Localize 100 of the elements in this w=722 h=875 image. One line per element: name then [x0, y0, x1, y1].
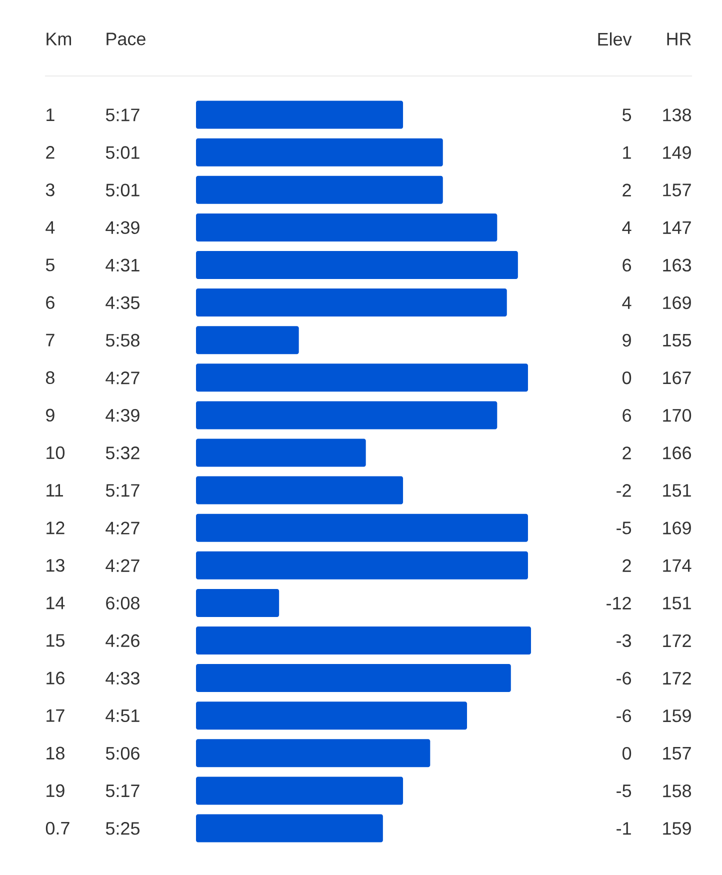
y-tick-label: 13 [46, 559, 64, 572]
text: 5:17 [106, 108, 140, 122]
data-label: 157 [663, 184, 691, 196]
data-label: 149 [663, 146, 691, 159]
data-label: 158 [663, 784, 692, 798]
text: 4:27 [106, 372, 140, 384]
text: 5:01 [106, 146, 140, 159]
data-label: 172 [663, 672, 691, 685]
data-label: -6 [616, 709, 632, 722]
y-tick-label: 14 [46, 596, 65, 610]
data-label: 170 [663, 408, 692, 422]
data-label: 147 [663, 221, 691, 234]
bar [196, 664, 511, 692]
bar [196, 326, 299, 354]
data-label: 167 [663, 371, 691, 384]
bar [196, 551, 528, 580]
y-tick-label: 19 [46, 784, 64, 798]
data-label: 1 [623, 146, 631, 159]
data-label: 2 [622, 184, 631, 196]
data-label: 0 [622, 746, 632, 760]
y-tick-label: 11 [46, 484, 63, 496]
data-label: -1 [616, 822, 631, 835]
data-label: 151 [663, 596, 691, 610]
y-tick-label: 18 [46, 746, 64, 760]
bar [196, 588, 280, 617]
bar [196, 401, 498, 430]
data-label: 174 [663, 559, 692, 572]
bar [196, 250, 518, 279]
text: 5:32 [106, 446, 140, 460]
y-tick-label: 17 [46, 709, 64, 722]
data-label: 4 [622, 221, 632, 234]
text: 5:58 [106, 334, 140, 347]
y-tick-label: 8 [46, 371, 54, 384]
data-label: 172 [663, 634, 691, 647]
y-axis-title: Km [46, 32, 72, 46]
bar [196, 702, 468, 730]
data-label: 159 [663, 822, 691, 835]
text: 5:06 [106, 746, 140, 760]
text: Elev [598, 32, 632, 46]
text: 4:31 [106, 258, 140, 272]
data-label: 159 [663, 709, 691, 722]
y-tick-label: 3 [46, 184, 54, 196]
bar [196, 213, 498, 242]
data-label: 169 [663, 296, 691, 310]
text: Pace [106, 32, 146, 46]
data-label: 0 [622, 371, 632, 384]
data-label: -5 [616, 784, 632, 798]
text: 4:39 [106, 221, 140, 234]
y-tick-label: 0.7 [46, 822, 70, 835]
bar [196, 288, 507, 317]
data-label: -2 [616, 484, 631, 497]
y-tick-label: 2 [46, 146, 54, 159]
data-label: 6 [622, 408, 632, 422]
bar [196, 514, 528, 542]
text: HR [667, 32, 691, 46]
y-tick-label: 10 [46, 446, 65, 460]
bar [196, 438, 366, 467]
bar [196, 739, 430, 768]
data-label: 166 [663, 446, 691, 460]
data-label: 163 [663, 258, 691, 272]
data-label: 157 [663, 747, 691, 760]
text: 4:51 [106, 709, 140, 722]
data-label: 151 [663, 484, 691, 497]
y-tick-label: 6 [46, 296, 54, 309]
text: 5:17 [106, 784, 140, 798]
data-label: -5 [616, 522, 632, 534]
data-label: 155 [663, 334, 692, 347]
y-tick-label: 16 [46, 672, 64, 684]
text: 5:25 [106, 822, 140, 835]
bar [196, 626, 531, 654]
data-label: 5 [622, 108, 632, 122]
data-label: -3 [616, 634, 632, 648]
data-label: 138 [663, 108, 692, 122]
text: 4:27 [106, 522, 140, 534]
bar [196, 814, 383, 842]
y-tick-label: 4 [46, 221, 55, 234]
bar [196, 476, 404, 504]
text: 5:01 [106, 184, 140, 196]
data-label: 2 [622, 559, 631, 572]
text: 4:26 [106, 634, 140, 648]
y-tick-label: 7 [46, 334, 54, 346]
y-tick-label: 12 [46, 522, 64, 534]
data-label: -6 [616, 672, 632, 685]
y-tick-label: 5 [46, 258, 54, 272]
data-label: 2 [622, 446, 631, 460]
text: 6:08 [106, 596, 140, 610]
bar [196, 176, 443, 204]
text: 4:39 [106, 408, 140, 422]
bar [196, 776, 404, 805]
data-label: 9 [622, 334, 631, 347]
y-tick-label: 1 [46, 108, 54, 121]
data-label: 169 [663, 522, 691, 534]
text: 5:17 [106, 484, 140, 497]
data-label: 4 [622, 296, 632, 309]
data-label: -12 [606, 596, 631, 610]
y-tick-label: 15 [46, 634, 64, 647]
text: 4:27 [106, 559, 140, 572]
bar [196, 364, 528, 392]
text: 4:33 [106, 672, 140, 685]
bar [196, 138, 443, 166]
